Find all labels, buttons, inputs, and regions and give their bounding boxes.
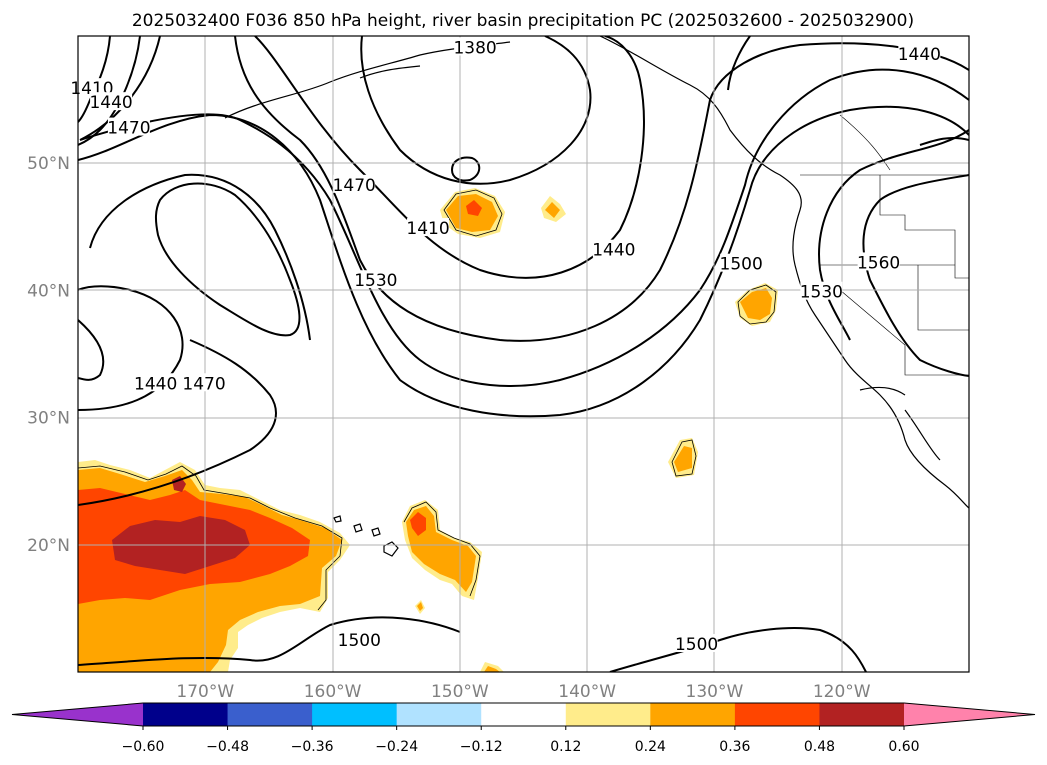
contour-label: 1500 [675, 635, 718, 655]
precip-region-gulf-036 [466, 200, 482, 216]
contour-1470b [919, 136, 969, 146]
contour-label: 1470 [333, 176, 376, 196]
lon-tick-label: 140°W [558, 682, 616, 702]
contour-1410 [254, 36, 645, 279]
lon-tick-labels: 170°W 160°W 150°W 140°W 130°W 120°W [176, 682, 870, 702]
colorbar-tick-label: 0.60 [888, 739, 919, 755]
contour-1530b [89, 173, 311, 341]
precip-region-south-024 [484, 666, 500, 672]
colorbar-tick-label: −0.36 [291, 739, 334, 755]
colorbar-extend-min [12, 703, 143, 726]
lon-tick-label: 170°W [176, 682, 234, 702]
contour-labels: 1380141014401470147014101530144015001530… [70, 37, 941, 655]
contour-1440-nw [78, 36, 141, 146]
contour-label: 1410 [406, 219, 449, 239]
precip-region-hawaii-036 [410, 512, 426, 536]
colorbar-tick-label: 0.48 [804, 739, 835, 755]
lon-tick-label: 130°W [686, 682, 744, 702]
colorbar-tick-label: 0.24 [635, 739, 666, 755]
colorbar-tick-label: −0.60 [122, 739, 165, 755]
colorbar-tick-label: −0.12 [460, 739, 503, 755]
colorbar-tick-label: −0.48 [206, 739, 249, 755]
contour-1560 [862, 174, 969, 377]
lat-tick-label: 40°N [27, 281, 70, 301]
contour-label: 1530 [800, 283, 843, 303]
colorbar-segment [650, 703, 736, 726]
colorbar-segment [143, 703, 229, 726]
contour-label: 1470 [107, 119, 150, 139]
contour-label-halo [800, 281, 843, 300]
contour-1380b [450, 156, 481, 182]
contour-label: 1440 [898, 45, 941, 65]
precip-region-small-024 [417, 602, 423, 611]
colorbar-segment [481, 703, 567, 726]
contour-label-halo [898, 43, 941, 62]
contour-label-halo [338, 630, 381, 649]
contour-label: 1500 [720, 255, 763, 275]
contour-label-halo [592, 239, 635, 258]
contour-label-halo [90, 92, 133, 111]
contour-label: 1560 [857, 253, 900, 273]
precip-region-coast-024 [740, 288, 772, 320]
colorbar-extend-max [904, 703, 1035, 726]
lat-tick-labels: 20°N 30°N 40°N 50°N [27, 154, 70, 556]
colorbar-segment [565, 703, 651, 726]
contour-label: 1380 [453, 38, 496, 58]
contour-label: 1440 [592, 241, 635, 261]
contour-label: 1440 [134, 374, 177, 394]
contour-1500 [78, 105, 969, 418]
contour-1500-sw [78, 339, 277, 506]
contour-1470-sw [78, 285, 184, 411]
contour-1500-south [78, 616, 461, 666]
contour-label-halo [134, 373, 177, 392]
colorbar-segment [819, 703, 905, 726]
islands [333, 515, 399, 557]
contour-1440-sw [78, 319, 105, 381]
precip-region-mid-024 [674, 446, 692, 472]
lon-tick-label: 160°W [304, 682, 362, 702]
contour-label-halo [107, 117, 150, 136]
map-frame [77, 35, 970, 673]
contour-label-halo [857, 252, 900, 271]
colorbar-segment [227, 703, 313, 726]
lon-tick-label: 120°W [813, 682, 871, 702]
contour-label-halo [333, 174, 376, 193]
lat-tick-label: 30°N [27, 409, 70, 429]
lat-tick-label: 50°N [27, 154, 70, 174]
contour-1440-ne [727, 36, 751, 91]
colorbar-tick-label: 0.12 [550, 739, 581, 755]
colorbar-tick-label: −0.24 [375, 739, 418, 755]
contour-label-halo [407, 218, 450, 237]
colorbar-tick-label: 0.36 [719, 739, 750, 755]
contour-label-halo [71, 78, 114, 97]
precipitation-shading [78, 188, 778, 672]
contour-label-halo [183, 373, 226, 392]
contour-label: 1470 [182, 374, 225, 394]
contour-label-halo [675, 634, 718, 653]
contour-label: 1500 [338, 631, 381, 651]
contour-1530c [818, 129, 969, 341]
colorbar-segment [734, 703, 820, 726]
contour-1530-closed [154, 182, 301, 337]
gridlines [78, 36, 969, 672]
precip-outlines [78, 189, 777, 611]
contour-label-halo [354, 270, 397, 289]
contour-1410-nw [78, 36, 111, 123]
contour-label-halo [720, 253, 763, 272]
colorbar: −0.60 −0.48 −0.36 −0.24 −0.12 0.12 0.24 0.36 0.4… [11, 702, 1036, 755]
chart-title: 2025032400 F036 850 hPa height, river ba… [132, 11, 914, 31]
contour-label: 1440 [89, 93, 132, 113]
contour-label: 1530 [354, 271, 397, 291]
colorbar-segment [312, 703, 398, 726]
map-panel: 1380141014401470147014101530144015001530… [70, 35, 970, 673]
contour-1500-se [609, 627, 867, 672]
colorbar-segment [396, 703, 482, 726]
lat-tick-label: 20°N [27, 536, 70, 556]
lon-tick-label: 150°W [431, 682, 489, 702]
contour-label-halo [454, 37, 497, 56]
precip-region-gulf-2b [545, 202, 560, 218]
contour-1440 [234, 36, 969, 342]
